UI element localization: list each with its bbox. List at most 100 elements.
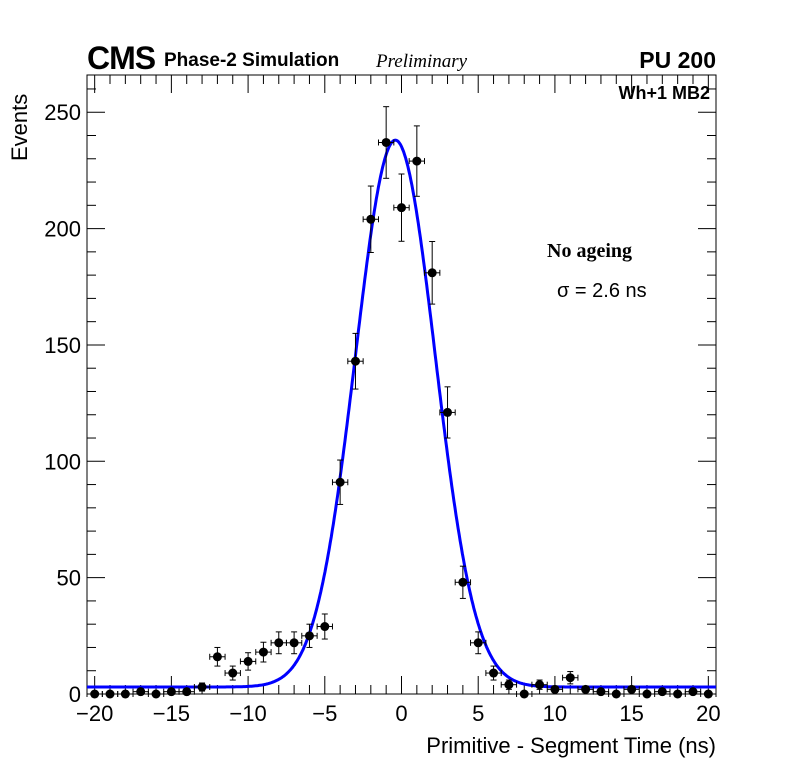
data-marker (565, 673, 575, 683)
region-label: Wh+1 MB2 (618, 83, 710, 103)
data-marker (688, 687, 698, 697)
data-marker (703, 689, 713, 699)
data-point (255, 641, 272, 663)
data-point (608, 689, 625, 699)
data-marker (458, 577, 468, 587)
y-axis-title: Events (7, 93, 32, 161)
cms-label: CMS (87, 40, 156, 76)
data-point (638, 689, 656, 699)
plot-frame (86, 74, 717, 695)
data-point (669, 689, 686, 699)
data-point (347, 332, 364, 390)
x-tick-label: −10 (229, 701, 266, 726)
data-marker (535, 680, 545, 690)
data-point (439, 386, 456, 439)
data-point (684, 687, 702, 697)
data-point (577, 684, 594, 694)
y-tick-label: 200 (44, 217, 81, 242)
data-point (485, 665, 502, 681)
data-marker (320, 622, 330, 632)
data-point (500, 679, 518, 690)
y-tick-label: 100 (44, 449, 81, 474)
sigma-label: σ = 2.6 ns (557, 280, 647, 302)
data-marker (381, 137, 391, 147)
data-marker (304, 631, 314, 641)
data-point (301, 623, 318, 648)
data-marker (642, 689, 652, 699)
data-point (408, 125, 426, 197)
data-marker (166, 687, 176, 697)
data-point (424, 240, 441, 305)
data-point (531, 679, 548, 690)
data-marker (673, 689, 683, 699)
data-marker (197, 682, 207, 692)
data-marker (397, 203, 406, 213)
data-point (516, 689, 533, 699)
status-label: Preliminary (376, 51, 468, 72)
data-point (285, 631, 303, 655)
data-point (193, 682, 211, 692)
data-marker (350, 356, 360, 366)
x-axis-title: Primitive - Segment Time (ns) (426, 733, 716, 758)
data-marker (212, 652, 222, 662)
data-point (316, 613, 333, 640)
x-tick-label: −15 (153, 701, 190, 726)
x-tick-label: 20 (696, 701, 720, 726)
data-marker (90, 689, 100, 699)
data-marker (581, 684, 591, 694)
data-marker (151, 689, 161, 699)
data-marker (182, 687, 192, 697)
y-tick-label: 250 (44, 100, 81, 125)
data-point (331, 459, 349, 505)
data-marker (136, 687, 146, 697)
x-tick-label: 10 (543, 701, 567, 726)
data-point (270, 631, 287, 655)
data-point (654, 687, 671, 697)
data-marker (611, 689, 621, 699)
data-point (163, 687, 180, 697)
data-marker (289, 638, 299, 648)
data-marker (274, 638, 284, 648)
data-marker (657, 687, 667, 697)
data-point (454, 565, 472, 599)
subtitle-label: Phase-2 Simulation (164, 50, 340, 71)
data-marker (550, 684, 560, 694)
data-marker (473, 638, 483, 648)
x-tick-label: 5 (472, 701, 484, 726)
y-tick-label: 50 (57, 566, 81, 591)
data-point (239, 652, 257, 671)
x-tick-label: −20 (76, 701, 113, 726)
data-marker (412, 156, 422, 166)
data-point (546, 684, 564, 694)
data-marker (427, 268, 437, 278)
data-marker (105, 689, 115, 699)
data-point (101, 689, 119, 699)
data-marker (120, 689, 130, 699)
data-marker (519, 689, 529, 699)
data-point (562, 671, 579, 685)
y-tick-label: 0 (69, 682, 81, 707)
pileup-label: PU 200 (639, 47, 716, 73)
data-point (224, 665, 241, 681)
x-tick-label: 15 (619, 701, 643, 726)
x-tick-label: −5 (312, 701, 337, 726)
x-tick-label: 0 (395, 701, 407, 726)
data-point (178, 687, 195, 697)
data-marker (366, 214, 376, 224)
data-marker (335, 477, 345, 487)
data-marker (443, 407, 453, 417)
data-point (592, 687, 610, 697)
data-point (700, 689, 717, 699)
data-marker (504, 680, 514, 690)
data-marker (258, 647, 268, 657)
data-marker (228, 668, 238, 678)
data-point (362, 185, 379, 254)
data-point (393, 173, 410, 242)
data-point (147, 689, 165, 699)
data-marker (243, 656, 253, 666)
data-point (470, 631, 487, 655)
data-point (86, 689, 103, 699)
data-point (117, 689, 134, 699)
data-point (377, 106, 395, 179)
